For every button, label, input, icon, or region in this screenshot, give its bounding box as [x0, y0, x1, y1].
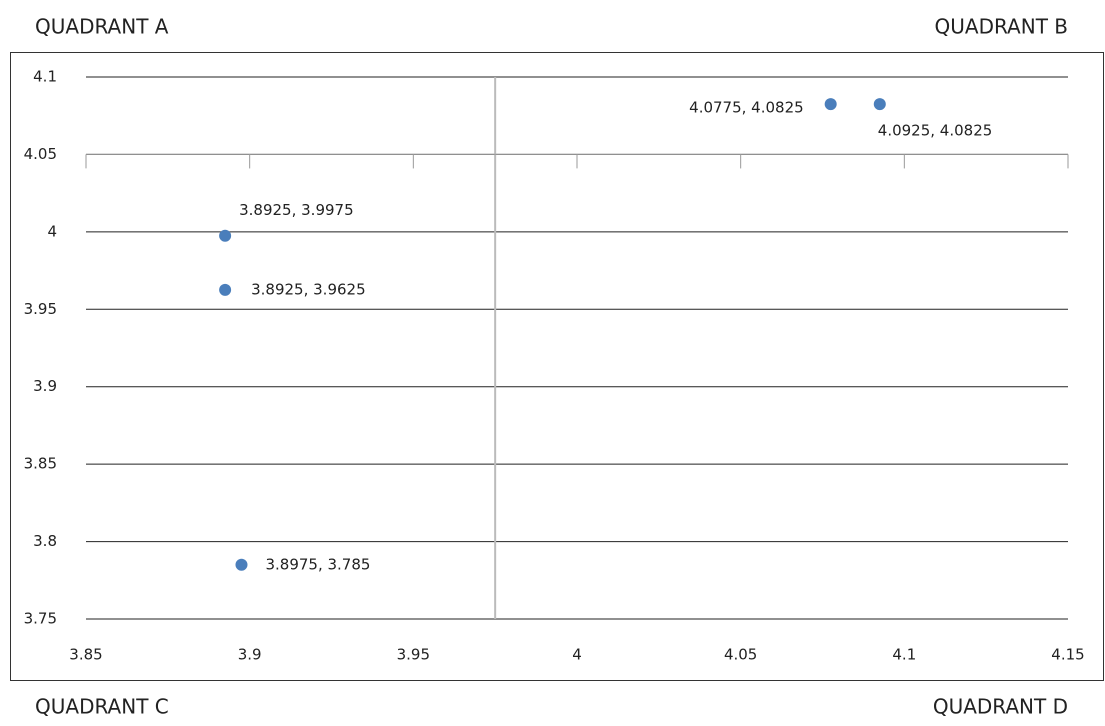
- x-tick-label: 4.15: [1051, 646, 1084, 664]
- quadrant-label: QUADRANT B: [935, 15, 1069, 39]
- x-tick-label: 3.85: [69, 646, 102, 664]
- data-label: 4.0925, 4.0825: [878, 122, 993, 140]
- quadrant-label: QUADRANT C: [35, 695, 169, 719]
- y-tick-label: 3.75: [24, 610, 57, 628]
- y-tick-label: 4: [47, 222, 57, 240]
- y-tick-label: 3.9: [33, 377, 57, 395]
- x-tick-label: 4.1: [892, 646, 916, 664]
- point: [235, 558, 248, 571]
- y-tick-label: 3.85: [24, 455, 57, 473]
- quadrant-label: QUADRANT A: [35, 15, 169, 39]
- data-label: 3.8925, 3.9625: [251, 280, 366, 298]
- x-tick-label: 4: [572, 646, 582, 664]
- x-tick-label: 3.9: [238, 646, 262, 664]
- point: [219, 283, 232, 296]
- y-tick-label: 4.05: [24, 145, 57, 163]
- data-label: 4.0775, 4.0825: [689, 99, 804, 117]
- point: [873, 98, 886, 111]
- quadrant-label: QUADRANT D: [933, 695, 1068, 719]
- y-tick-label: 4.1: [33, 68, 57, 86]
- point: [824, 98, 837, 111]
- point: [219, 229, 232, 242]
- y-tick-label: 3.8: [33, 532, 57, 550]
- data-label: 3.8975, 3.785: [265, 555, 370, 573]
- data-label: 3.8925, 3.9975: [239, 201, 354, 219]
- y-tick-label: 3.95: [24, 300, 57, 318]
- chart-border: [10, 52, 1104, 681]
- x-tick-label: 3.95: [397, 646, 430, 664]
- x-tick-label: 4.05: [724, 646, 757, 664]
